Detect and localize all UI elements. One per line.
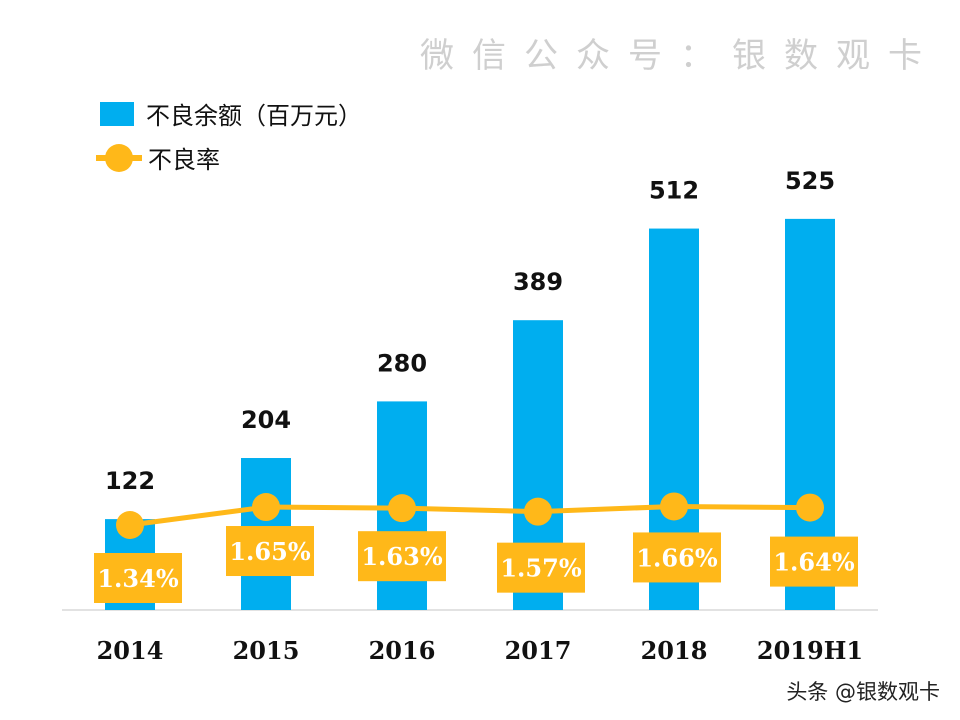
rate-label: 1.57% xyxy=(500,554,581,583)
rate-point xyxy=(388,494,416,523)
rate-label-box xyxy=(358,531,446,582)
legend-line: 不良率 xyxy=(96,140,220,175)
watermark: 微信公众号：银数观卡 xyxy=(420,36,940,76)
rate-label-box xyxy=(633,532,721,583)
rate-label: 1.66% xyxy=(636,543,717,572)
rate-label: 1.65% xyxy=(229,537,310,566)
rate-point xyxy=(252,493,280,522)
rate-label: 1.63% xyxy=(361,542,442,571)
rate-line xyxy=(129,503,811,528)
bar-value-label: 204 xyxy=(241,406,291,434)
rate-label: 1.64% xyxy=(773,548,854,577)
legend-line-marker-icon xyxy=(96,143,142,172)
legend-bar: 不良余额（百万元） xyxy=(100,96,362,131)
credit-text: 头条 @银数观卡 xyxy=(786,680,940,704)
legend-bar-label: 不良余额（百万元） xyxy=(146,102,362,130)
bar-value-label: 525 xyxy=(785,167,835,195)
bar-value-label: 512 xyxy=(649,177,699,205)
rate-point xyxy=(524,497,552,526)
x-tick-label: 2019H1 xyxy=(757,636,863,665)
legend-line-label: 不良率 xyxy=(148,146,220,174)
x-tick-label: 2018 xyxy=(641,636,708,665)
bar-value-label: 389 xyxy=(513,268,563,296)
rate-point xyxy=(796,493,824,522)
rate-label: 1.34% xyxy=(97,564,178,593)
rate-point xyxy=(116,511,144,539)
bar-value-label: 122 xyxy=(105,467,155,495)
rate-point xyxy=(660,492,688,521)
legend-bar-swatch xyxy=(100,101,134,126)
bar-value-label: 280 xyxy=(377,349,427,377)
rate-label-box xyxy=(94,553,182,603)
rate-label-box xyxy=(770,536,858,587)
rate-label-box xyxy=(497,542,585,593)
x-tick-label: 2017 xyxy=(505,636,572,665)
x-tick-label: 2016 xyxy=(369,636,436,665)
rate-label-box xyxy=(226,526,314,577)
x-tick-label: 2015 xyxy=(233,636,300,665)
x-tick-label: 2014 xyxy=(97,636,164,665)
